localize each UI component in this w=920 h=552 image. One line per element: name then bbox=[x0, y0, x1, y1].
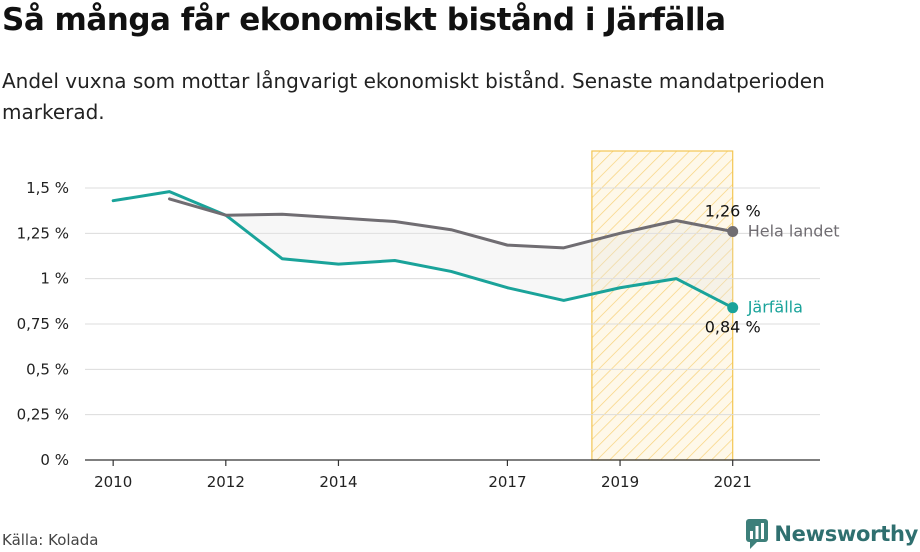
y-tick-label: 0 % bbox=[40, 451, 69, 469]
national-line bbox=[167, 197, 735, 250]
brand-name: Newsworthy bbox=[774, 522, 918, 546]
x-tick-label: 2021 bbox=[714, 473, 752, 491]
chart-subtitle: Andel vuxna som mottar långvarigt ekonom… bbox=[2, 69, 825, 124]
y-tick-label: 1 % bbox=[40, 270, 69, 288]
highlight-period bbox=[591, 150, 734, 461]
y-tick-label: 1,5 % bbox=[26, 179, 69, 197]
source-note: Källa: Kolada bbox=[2, 531, 99, 549]
y-tick-label: 0,5 % bbox=[26, 360, 69, 378]
difference-band bbox=[169, 191, 733, 308]
chart-title: Så många får ekonomiskt bistånd i Järfäl… bbox=[2, 2, 726, 38]
x-tick-label: 2014 bbox=[319, 473, 357, 491]
jarfalla-end-point bbox=[727, 302, 739, 314]
x-tick-label: 2010 bbox=[94, 473, 132, 491]
x-tick-label: 2017 bbox=[488, 473, 526, 491]
y-tick-label: 1,25 % bbox=[17, 224, 69, 242]
x-tick-label: 2012 bbox=[207, 473, 245, 491]
y-tick-label: 0,25 % bbox=[17, 406, 69, 424]
y-tick-label: 0,75 % bbox=[17, 315, 69, 333]
national-end-point bbox=[727, 226, 739, 238]
jarfalla-value-label: 0,84 % bbox=[705, 318, 761, 337]
jarfalla-series-label: Järfälla bbox=[747, 298, 803, 317]
brand-logo: Newsworthy bbox=[746, 519, 918, 549]
x-tick-label: 2019 bbox=[601, 473, 639, 491]
national-series-label: Hela landet bbox=[748, 222, 840, 241]
national-value-label: 1,26 % bbox=[705, 202, 761, 221]
newsworthy-icon bbox=[746, 519, 769, 549]
